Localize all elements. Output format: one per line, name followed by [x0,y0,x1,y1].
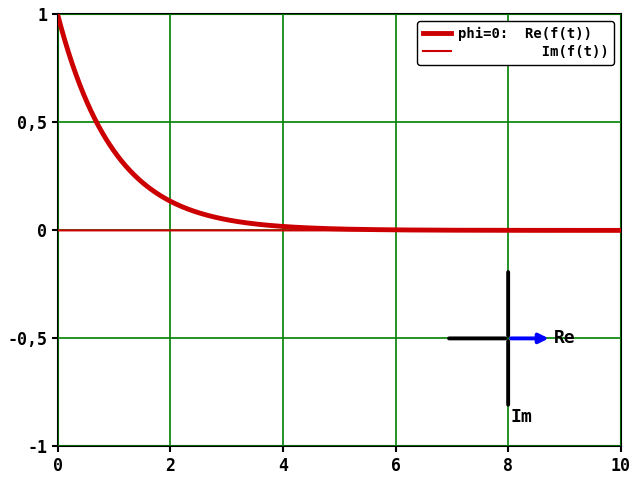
Text: Im: Im [511,408,532,425]
Text: Re: Re [554,329,576,348]
Legend: phi=0:  Re(f(t)),           Im(f(t)): phi=0: Re(f(t)), Im(f(t)) [417,21,614,65]
